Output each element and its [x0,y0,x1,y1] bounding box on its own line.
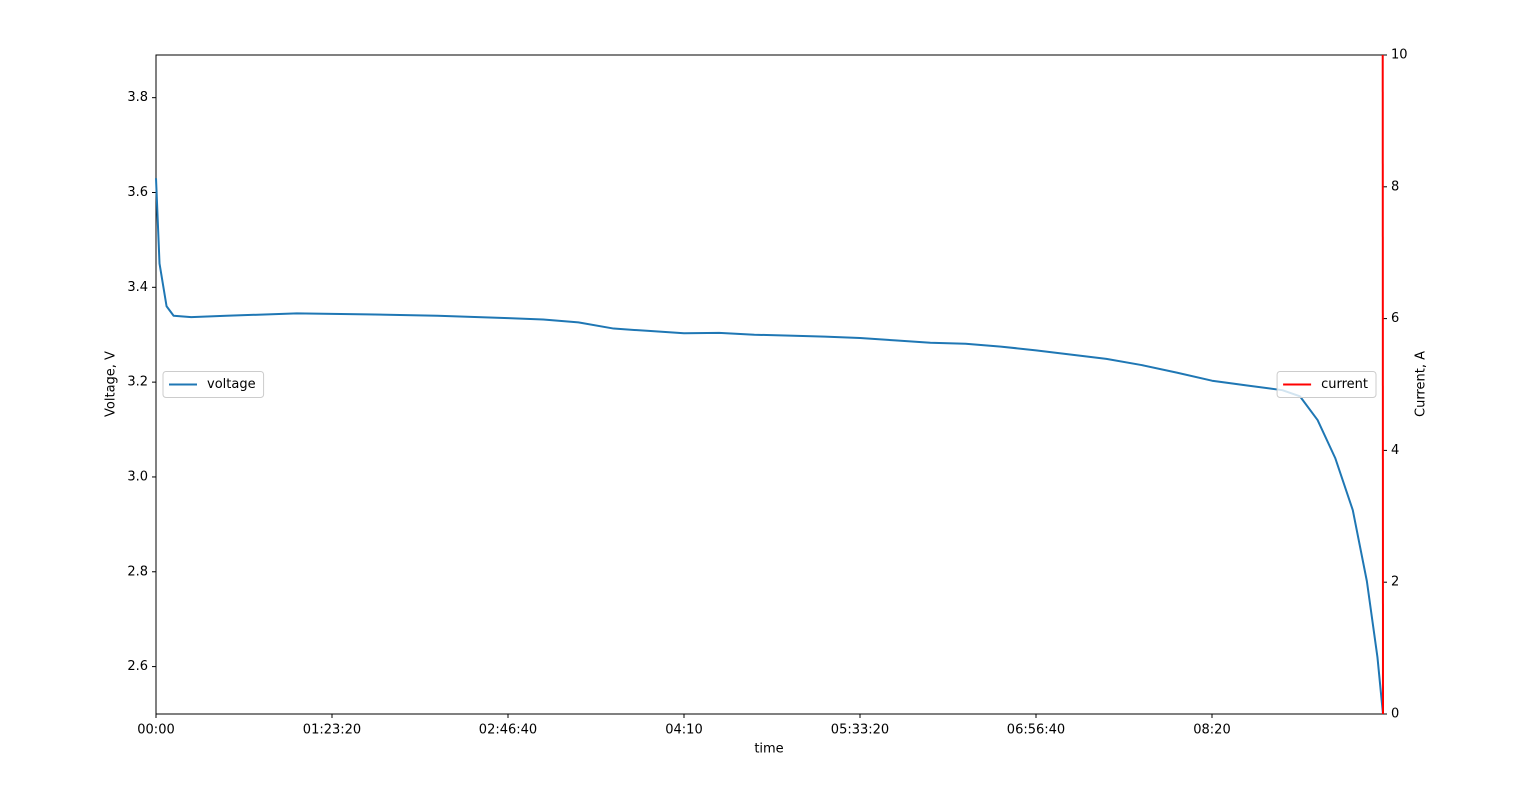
y2-axis-label: Current, A [1414,351,1429,417]
y2-tick-label: 10 [1391,48,1408,63]
y-tick-label: 2.6 [127,659,148,674]
y2-tick-label: 0 [1391,707,1399,722]
legend-box [1276,371,1377,398]
x-tick-label: 02:46:40 [479,723,537,738]
legend-box [162,371,265,398]
y2-tick-label: 6 [1391,311,1399,326]
y-tick-label: 3.6 [127,185,148,200]
y-tick-label: 3.4 [127,280,148,295]
plot-frame [155,54,1384,715]
y-tick-label: 3.8 [127,90,148,105]
y-axis-label: Voltage, V [104,351,119,417]
legend-label: voltage [207,377,256,392]
x-tick-label: 04:10 [665,723,702,738]
x-tick-label: 08:20 [1193,723,1230,738]
legend-label: current [1321,377,1368,392]
series-line [155,178,1384,715]
x-axis-label: time [754,742,783,757]
y2-tick-label: 4 [1391,443,1399,458]
y2-tick-label: 8 [1391,179,1399,194]
y-tick-label: 2.8 [127,564,148,579]
x-tick-label: 00:00 [137,723,174,738]
x-tick-label: 01:23:20 [303,723,361,738]
y-tick-label: 3.2 [127,375,148,390]
x-tick-label: 06:56:40 [1007,723,1065,738]
y-tick-label: 3.0 [127,469,148,484]
x-tick-label: 05:33:20 [831,723,889,738]
y2-tick-label: 2 [1391,575,1399,590]
